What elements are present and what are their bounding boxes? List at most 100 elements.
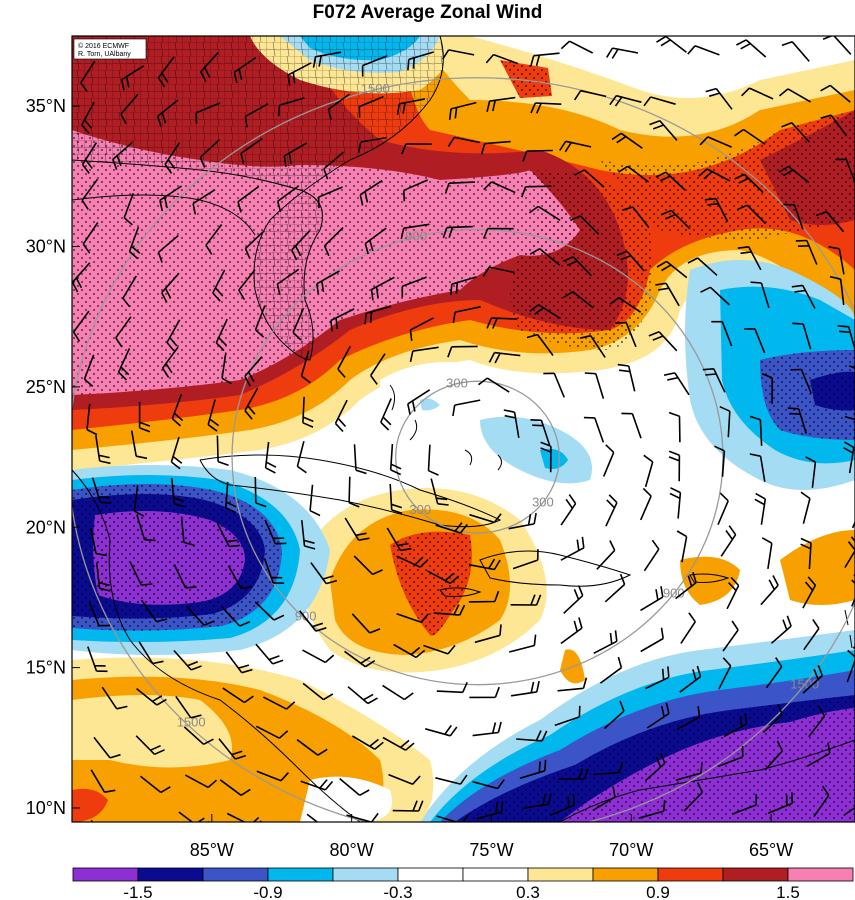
wind-barb bbox=[90, 527, 107, 557]
wind-barb bbox=[259, 820, 264, 822]
wind-barb bbox=[164, 142, 181, 174]
colorbar-segment bbox=[332, 867, 399, 882]
wind-barb bbox=[656, 36, 687, 53]
wind-barb bbox=[370, 276, 395, 301]
wind-barb bbox=[700, 286, 731, 306]
wind-barb bbox=[474, 624, 502, 644]
wind-barb bbox=[91, 477, 112, 504]
wind-barb bbox=[389, 443, 402, 476]
wind-barb bbox=[656, 260, 688, 279]
wind-barb bbox=[101, 686, 128, 710]
map-title: F072 Average Zonal Wind bbox=[312, 2, 543, 23]
wind-barb bbox=[72, 310, 90, 342]
wind-barb bbox=[339, 777, 370, 797]
wind-barb bbox=[792, 322, 812, 350]
wind-barb bbox=[560, 494, 577, 526]
range-ring-label: 300 bbox=[532, 495, 554, 510]
wind-barb bbox=[530, 52, 560, 67]
range-ring-label: 1500 bbox=[790, 677, 819, 692]
wind-barb bbox=[299, 610, 327, 632]
wind-barb bbox=[452, 399, 481, 417]
wind-barb bbox=[357, 136, 387, 153]
wind-barb bbox=[287, 62, 312, 86]
wind-barb bbox=[185, 605, 215, 626]
wind-barb bbox=[781, 122, 810, 143]
wind-barb bbox=[660, 209, 691, 230]
wind-barb bbox=[389, 483, 403, 515]
wind-barb bbox=[803, 618, 820, 651]
wind-barb bbox=[351, 613, 381, 634]
wind-barb bbox=[741, 87, 774, 100]
wind-barb bbox=[212, 269, 226, 302]
wind-barb bbox=[736, 39, 767, 58]
range-ring-300 bbox=[395, 380, 560, 534]
wind-barb bbox=[592, 786, 616, 812]
wind-barb bbox=[200, 51, 219, 82]
wind-barb bbox=[529, 248, 561, 266]
wind-barb bbox=[353, 444, 367, 475]
wind-barb bbox=[844, 415, 855, 422]
wind-barb bbox=[609, 94, 642, 107]
wind-barb bbox=[522, 149, 553, 162]
wind-barb bbox=[472, 779, 505, 790]
wind-barb bbox=[254, 601, 285, 621]
wind-barb bbox=[121, 65, 145, 91]
wind-barb bbox=[90, 819, 94, 822]
wind-barb bbox=[207, 399, 220, 432]
wind-barb bbox=[216, 435, 229, 467]
wind-barb bbox=[699, 136, 732, 148]
wind-barb bbox=[486, 317, 518, 329]
wind-barb bbox=[136, 514, 156, 542]
wind-barb bbox=[468, 558, 501, 571]
wind-barb bbox=[199, 139, 221, 168]
wind-barb bbox=[560, 617, 583, 645]
wind-barb bbox=[401, 276, 427, 298]
wind-barb bbox=[347, 686, 378, 705]
wind-barb bbox=[655, 282, 680, 307]
wind-barb bbox=[323, 151, 345, 180]
latitude-tick-labels: 35°N 30°N 25°N 20°N 15°N 10°N bbox=[26, 96, 80, 818]
credit-line-2: R. Torn, UAlbany bbox=[78, 51, 131, 58]
wind-barb bbox=[183, 726, 214, 746]
wind-barb bbox=[334, 399, 348, 433]
wind-barb bbox=[508, 512, 537, 530]
wind-barb bbox=[802, 576, 817, 609]
wind-barb bbox=[396, 98, 426, 115]
wind-barb bbox=[301, 520, 316, 550]
wind-barb bbox=[781, 40, 810, 62]
wind-barb bbox=[81, 142, 98, 174]
wind-barb bbox=[306, 813, 319, 822]
wind-barb bbox=[649, 119, 678, 141]
wind-barb bbox=[351, 735, 384, 750]
wind-barb bbox=[761, 373, 773, 404]
wind-barb bbox=[173, 564, 197, 589]
wind-barb bbox=[611, 132, 643, 149]
wind-barb bbox=[448, 101, 477, 120]
wind-barb bbox=[296, 441, 307, 474]
lat-tick-label: 30°N bbox=[26, 237, 66, 257]
wind-barb bbox=[221, 352, 233, 385]
wind-barb bbox=[640, 586, 664, 612]
wind-barb bbox=[427, 570, 460, 585]
wind-barb bbox=[822, 36, 852, 55]
wind-barb bbox=[573, 89, 607, 101]
wind-barb bbox=[503, 409, 520, 439]
wind-barb bbox=[805, 456, 817, 488]
colorbar-segment bbox=[397, 867, 464, 882]
wind-barb bbox=[312, 51, 342, 68]
wind-barb bbox=[510, 680, 540, 697]
wind-barb bbox=[276, 268, 300, 295]
wind-barb bbox=[767, 792, 793, 815]
wind-barb bbox=[749, 415, 763, 446]
wind-barb bbox=[130, 430, 148, 460]
wind-barb bbox=[237, 185, 260, 213]
wind-barb bbox=[806, 742, 831, 767]
wind-barb bbox=[579, 334, 606, 358]
map-area: 300 300 300 900 900 900 1500 1500 1500 bbox=[72, 36, 855, 822]
wind-barb bbox=[469, 686, 500, 699]
wind-barb bbox=[557, 677, 588, 692]
wind-barb bbox=[643, 96, 676, 107]
wind-barb bbox=[563, 585, 584, 614]
wind-barb bbox=[159, 185, 183, 212]
lat-tick-label: 20°N bbox=[26, 517, 66, 537]
